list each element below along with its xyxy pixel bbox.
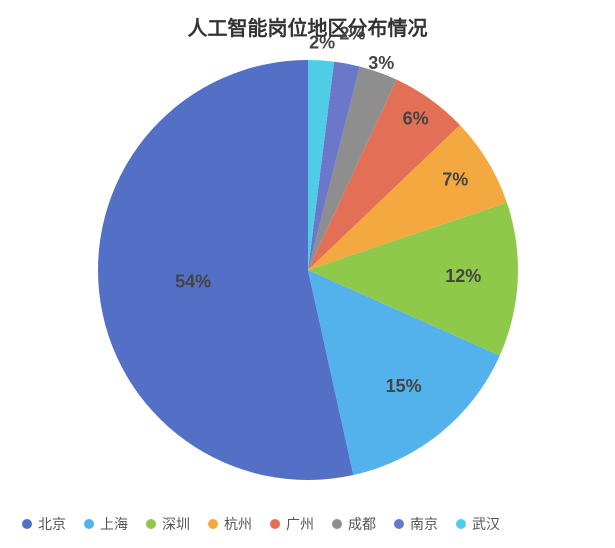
- legend-label: 武汉: [472, 514, 500, 534]
- legend-item: 南京: [394, 514, 438, 534]
- slice-label: 3%: [368, 53, 394, 73]
- legend-swatch-icon: [394, 519, 404, 529]
- slice-label: 12%: [445, 266, 481, 286]
- legend-label: 南京: [410, 514, 438, 534]
- legend-item: 深圳: [146, 514, 190, 534]
- legend-item: 成都: [332, 514, 376, 534]
- legend-swatch-icon: [332, 519, 342, 529]
- legend-item: 北京: [22, 514, 66, 534]
- slice-label: 7%: [442, 170, 468, 190]
- slice-label: 2%: [309, 32, 335, 52]
- legend-swatch-icon: [22, 519, 32, 529]
- legend-label: 上海: [100, 514, 128, 534]
- legend: 北京 上海 深圳 杭州 广州 成都 南京 武汉: [22, 514, 500, 534]
- legend-swatch-icon: [208, 519, 218, 529]
- legend-item: 武汉: [456, 514, 500, 534]
- legend-label: 北京: [38, 514, 66, 534]
- legend-label: 杭州: [224, 514, 252, 534]
- legend-swatch-icon: [456, 519, 466, 529]
- slice-label: 2%: [339, 24, 365, 44]
- slice-label: 6%: [402, 109, 428, 129]
- legend-item: 广州: [270, 514, 314, 534]
- slice-label: 15%: [385, 376, 421, 396]
- legend-item: 杭州: [208, 514, 252, 534]
- pie-chart: 54%15%12%7%6%3%2%2%: [56, 18, 560, 522]
- legend-swatch-icon: [84, 519, 94, 529]
- legend-label: 深圳: [162, 514, 190, 534]
- legend-swatch-icon: [146, 519, 156, 529]
- slice-label: 54%: [175, 271, 211, 291]
- legend-item: 上海: [84, 514, 128, 534]
- legend-label: 广州: [286, 514, 314, 534]
- legend-swatch-icon: [270, 519, 280, 529]
- legend-label: 成都: [348, 514, 376, 534]
